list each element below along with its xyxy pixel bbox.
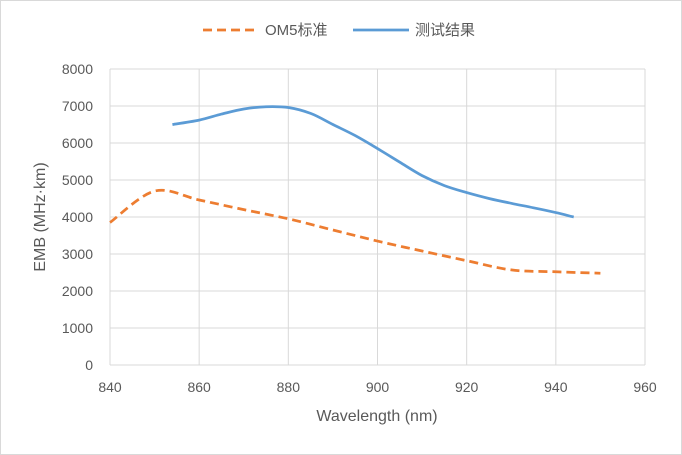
- x-tick-label: 840: [98, 379, 122, 395]
- x-tick-label: 920: [455, 379, 479, 395]
- x-axis-tick-labels: 840 860 880 900 920 940 960: [98, 379, 657, 395]
- x-tick-label: 900: [366, 379, 390, 395]
- y-tick-label: 1000: [62, 320, 93, 336]
- y-tick-label: 0: [85, 357, 93, 373]
- series-lines: [109, 105, 601, 275]
- y-tick-label: 2000: [62, 283, 93, 299]
- legend-label: 测试结果: [415, 22, 475, 39]
- y-tick-label: 7000: [62, 98, 93, 114]
- y-tick-label: 5000: [62, 172, 93, 188]
- x-tick-label: 960: [633, 379, 657, 395]
- y-tick-label: 6000: [62, 135, 93, 151]
- x-tick-label: 880: [277, 379, 301, 395]
- y-axis-tick-labels: 0 1000 2000 3000 4000 5000 6000 7000 8000: [62, 61, 93, 373]
- legend-label: OM5标准: [265, 22, 328, 39]
- x-tick-label: 940: [544, 379, 568, 395]
- y-tick-label: 4000: [62, 209, 93, 225]
- x-axis-title: Wavelength (nm): [316, 408, 437, 425]
- gridlines: [109, 68, 646, 366]
- legend: OM5标准 测试结果: [203, 22, 475, 39]
- y-tick-label: 3000: [62, 246, 93, 262]
- y-axis-title: EMB (MHz·km): [32, 162, 49, 271]
- series-line-test-result: [172, 105, 575, 219]
- y-tick-label: 8000: [62, 61, 93, 77]
- series-line-om5-standard: [109, 188, 601, 275]
- x-tick-label: 860: [187, 379, 211, 395]
